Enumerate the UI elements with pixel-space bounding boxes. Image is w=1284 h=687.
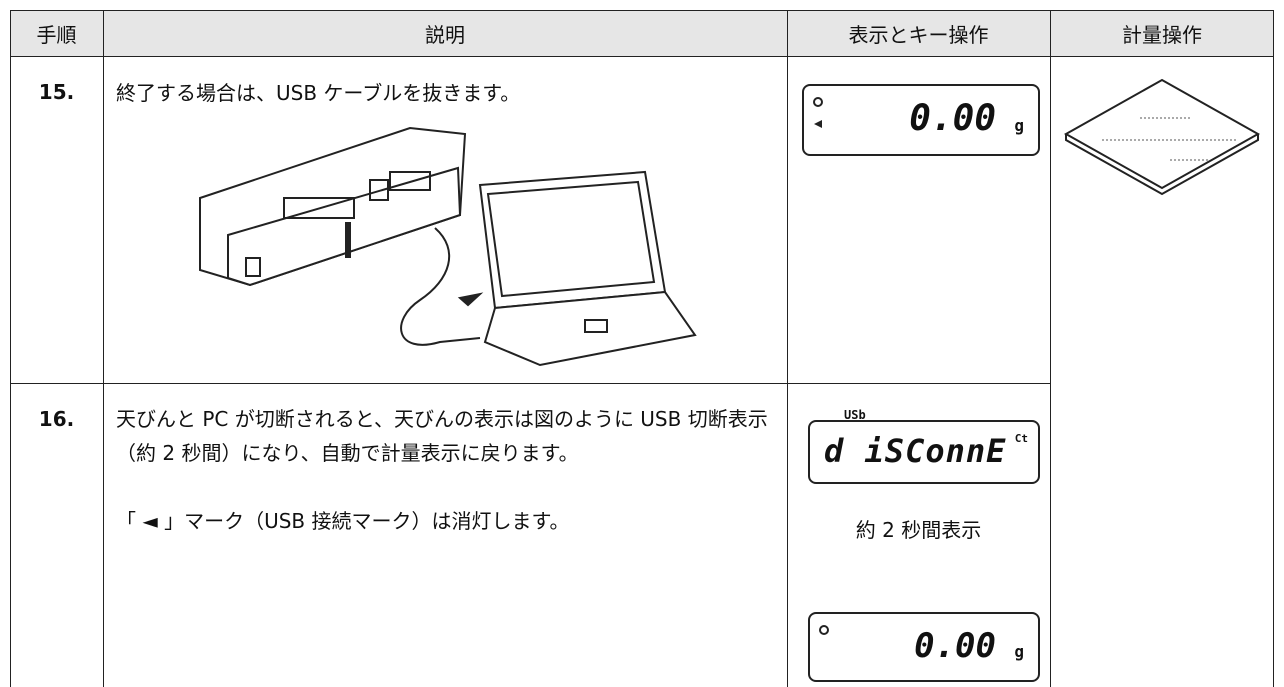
usb-illustration: [199, 126, 697, 367]
display-caption: 約 2 秒間表示: [855, 518, 982, 542]
lcd-display: 0.00 g: [802, 84, 1040, 156]
border: [1050, 10, 1051, 687]
border: [787, 10, 788, 687]
lcd-display: USb d iSConnE Ct: [808, 408, 1040, 484]
border: [10, 383, 1050, 384]
lcd-icons: [819, 625, 829, 635]
lcd-value: 0.00: [914, 626, 996, 666]
lcd-unit: g: [1014, 642, 1024, 661]
header-description: 説明: [425, 22, 465, 47]
header-operation: 計量操作: [1122, 22, 1202, 47]
lcd-indicator: USb: [844, 408, 866, 422]
header-bg: [10, 10, 1274, 56]
border: [10, 56, 1274, 57]
border: [103, 10, 104, 687]
header-display: 表示とキー操作: [848, 22, 989, 47]
border: [1273, 10, 1274, 687]
step-number: 15.: [38, 80, 75, 104]
step-number: 16.: [38, 407, 75, 431]
border: [10, 10, 1274, 11]
lcd-display: 0.00 g: [808, 612, 1040, 682]
description: 終了する場合は、USB ケーブルを抜きます。: [116, 81, 521, 105]
lcd-icons: [813, 97, 823, 128]
border: [10, 10, 11, 687]
header-step: 手順: [36, 22, 77, 47]
lcd-value: 0.00: [909, 98, 996, 139]
description-note: 「 ◄ 」マーク（USB 接続マーク）は消灯します。: [116, 509, 570, 533]
lcd-message: d iSConnE: [824, 432, 1007, 470]
pan-illustration: [1063, 78, 1261, 196]
lcd-suffix: Ct: [1014, 432, 1028, 445]
description: 天びんと PC が切断されると、天びんの表示は図のように USB 切断表示（約 …: [116, 407, 768, 465]
lcd-unit: g: [1014, 116, 1024, 135]
